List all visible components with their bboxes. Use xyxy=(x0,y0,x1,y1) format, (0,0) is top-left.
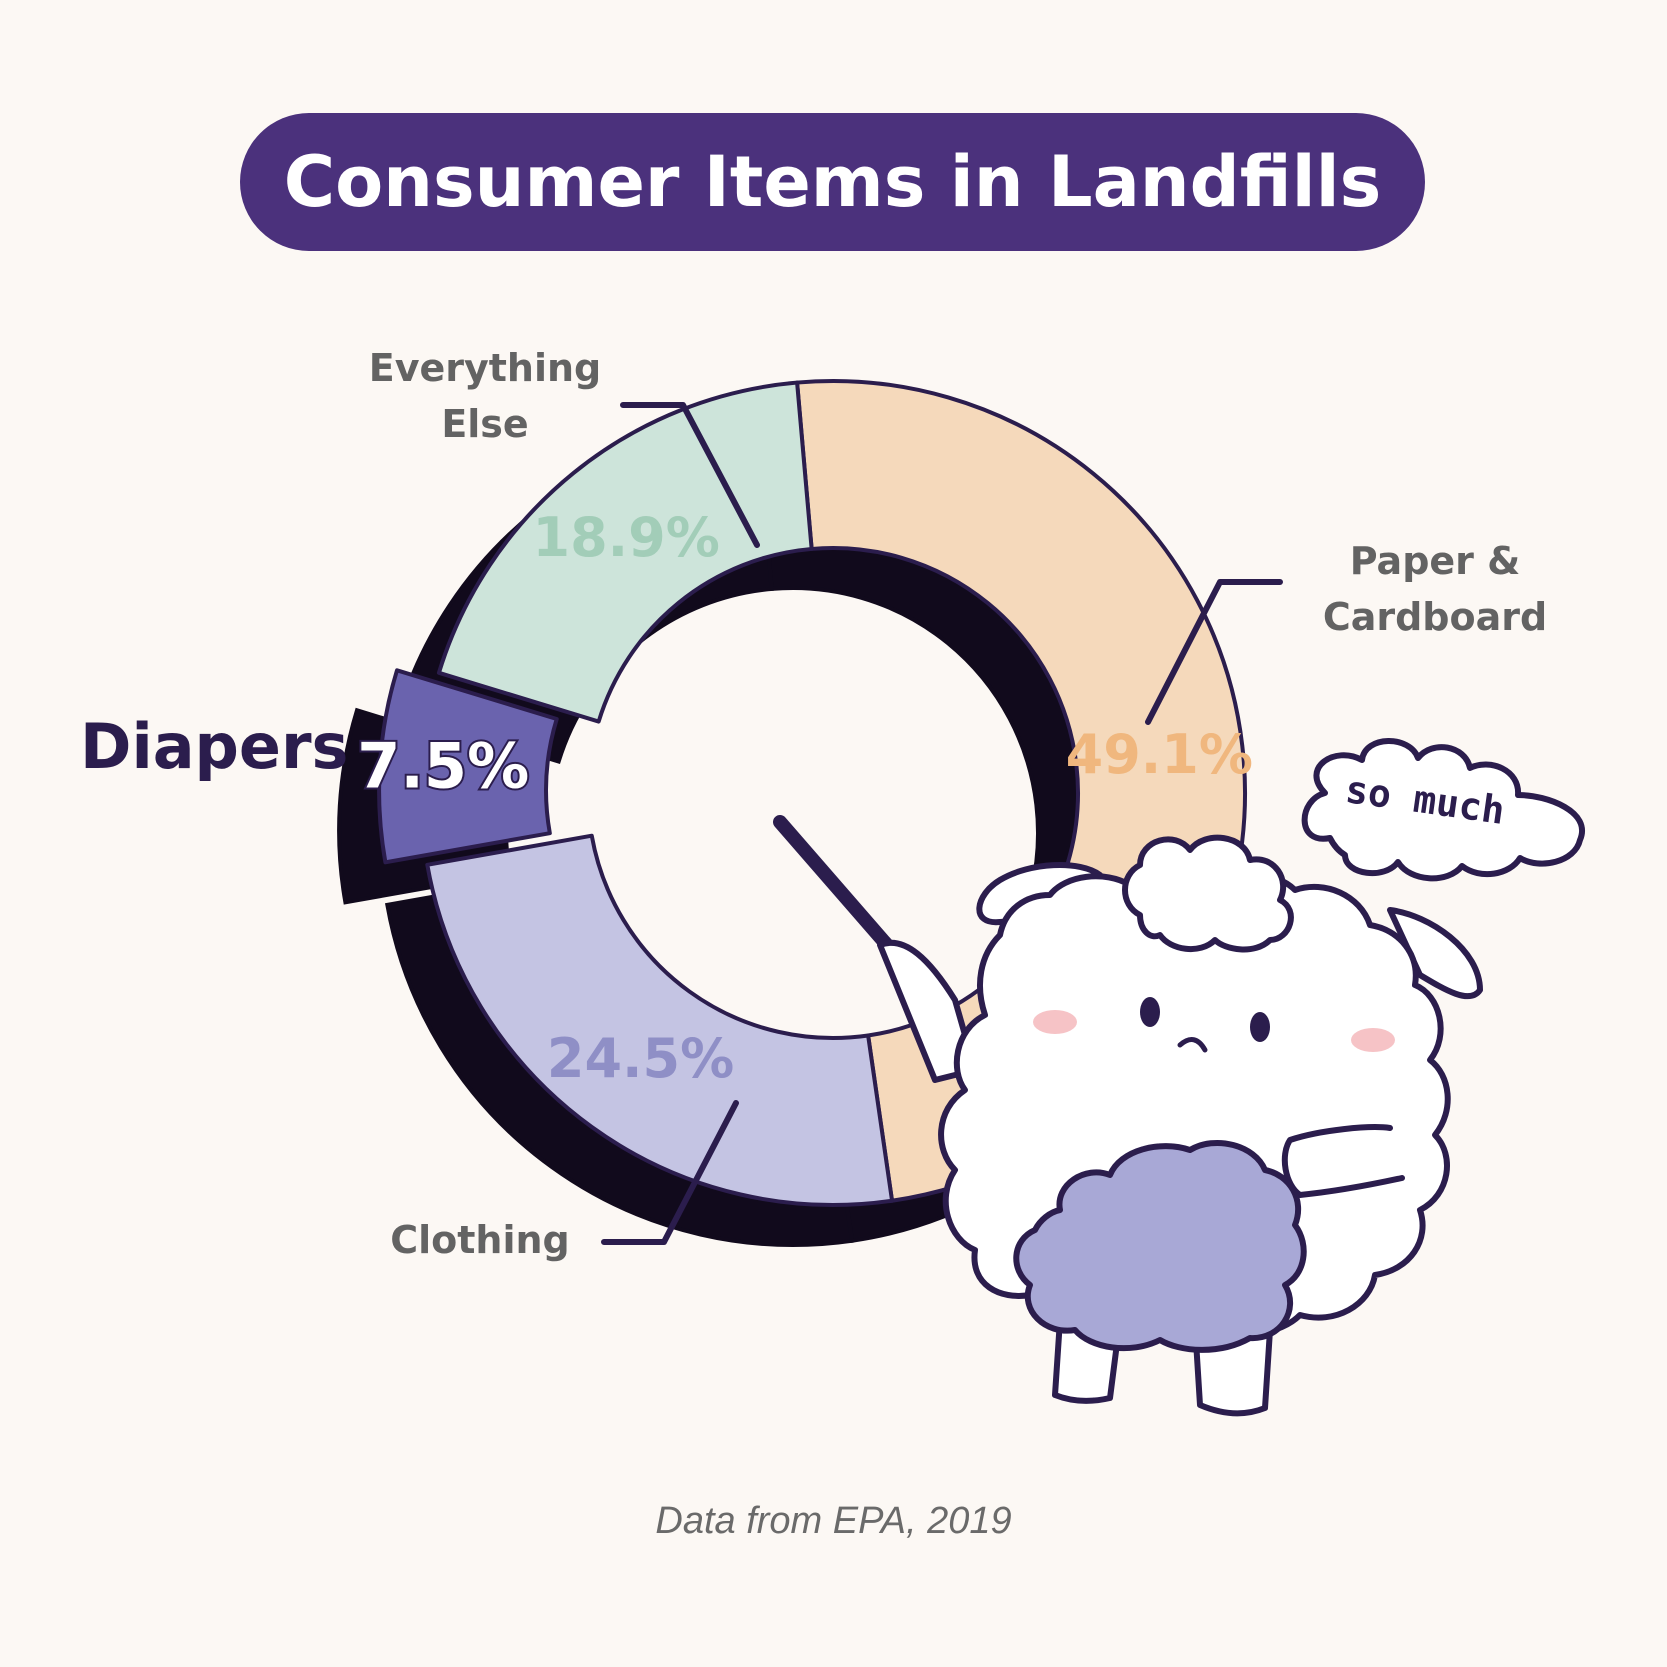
chart-title: Consumer Items in Landfills xyxy=(283,141,1382,223)
leader-lines xyxy=(601,402,1283,1245)
label-everything-else: Everything Else xyxy=(368,346,602,446)
slice-diapers xyxy=(377,668,559,865)
sheep-mouth xyxy=(1177,1037,1208,1053)
title-banner: Consumer Items in Landfills xyxy=(240,113,1425,251)
value-labels: 49.1% 24.5% 7.5% 18.9% xyxy=(355,506,1253,1090)
value-label-everything-else: 18.9% xyxy=(533,506,720,569)
pointer-arm xyxy=(773,815,907,967)
sheep-eye-right xyxy=(1250,1012,1270,1042)
sheep-cheek-left xyxy=(1033,1010,1077,1034)
sheep-eye-left xyxy=(1140,997,1160,1027)
source-note: Data from EPA, 2019 xyxy=(655,1500,1012,1542)
value-label-clothing: 24.5% xyxy=(547,1027,734,1090)
sheep-ear-right xyxy=(1387,907,1483,1000)
leader-line-clothing xyxy=(601,1100,739,1245)
sheep-cheek-right xyxy=(1351,1028,1395,1052)
value-label-paper-cardboard: 49.1% xyxy=(1066,723,1253,786)
slice-clothing xyxy=(425,833,895,1207)
label-clothing: Clothing xyxy=(390,1218,570,1262)
sheep-tuft xyxy=(1122,834,1294,953)
leader-line-everything-else xyxy=(620,402,760,548)
label-paper-cardboard: Paper & Cardboard xyxy=(1322,539,1548,639)
sheep-cloud-bag xyxy=(1013,1139,1307,1353)
speech-bubble xyxy=(1301,738,1585,882)
leader-line-paper xyxy=(1145,579,1283,725)
label-diapers: Diapers xyxy=(80,710,349,783)
sheep-mascot xyxy=(773,815,1483,1417)
value-label-diapers: 7.5% xyxy=(357,729,529,802)
